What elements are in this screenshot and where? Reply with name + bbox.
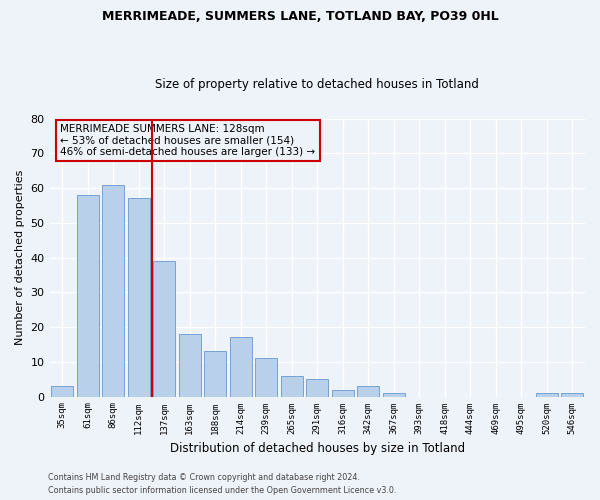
- X-axis label: Distribution of detached houses by size in Totland: Distribution of detached houses by size …: [170, 442, 465, 455]
- Bar: [536, 393, 557, 396]
- Bar: [205, 352, 226, 397]
- Bar: [307, 379, 328, 396]
- Bar: [562, 393, 583, 396]
- Y-axis label: Number of detached properties: Number of detached properties: [15, 170, 25, 345]
- Text: MERRIMEADE SUMMERS LANE: 128sqm
← 53% of detached houses are smaller (154)
46% o: MERRIMEADE SUMMERS LANE: 128sqm ← 53% of…: [60, 124, 316, 158]
- Bar: [281, 376, 302, 396]
- Title: Size of property relative to detached houses in Totland: Size of property relative to detached ho…: [155, 78, 479, 91]
- Bar: [256, 358, 277, 397]
- Bar: [383, 393, 404, 396]
- Bar: [103, 184, 124, 396]
- Bar: [332, 390, 353, 396]
- Text: Contains HM Land Registry data © Crown copyright and database right 2024.
Contai: Contains HM Land Registry data © Crown c…: [48, 474, 397, 495]
- Bar: [179, 334, 200, 396]
- Bar: [154, 261, 175, 396]
- Bar: [230, 338, 251, 396]
- Bar: [128, 198, 149, 396]
- Text: MERRIMEADE, SUMMERS LANE, TOTLAND BAY, PO39 0HL: MERRIMEADE, SUMMERS LANE, TOTLAND BAY, P…: [101, 10, 499, 23]
- Bar: [52, 386, 73, 396]
- Bar: [358, 386, 379, 396]
- Bar: [77, 195, 98, 396]
